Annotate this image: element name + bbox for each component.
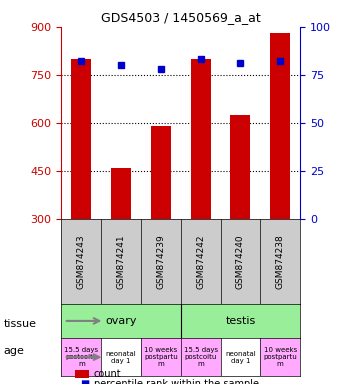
Bar	[71, 59, 91, 218]
Text: count: count	[94, 369, 121, 379]
FancyBboxPatch shape	[181, 338, 221, 376]
Text: GSM874242: GSM874242	[196, 234, 205, 288]
Text: GSM874240: GSM874240	[236, 234, 245, 288]
FancyBboxPatch shape	[141, 338, 181, 376]
Text: neonatal
day 1: neonatal day 1	[106, 351, 136, 364]
Text: 10 weeks
postpartu
m: 10 weeks postpartu m	[144, 347, 178, 367]
Text: 15.5 days
postcoitu
m: 15.5 days postcoitu m	[64, 347, 98, 367]
Text: neonatal
day 1: neonatal day 1	[225, 351, 256, 364]
Bar	[231, 115, 250, 218]
FancyBboxPatch shape	[101, 338, 141, 376]
Text: ovary: ovary	[105, 316, 137, 326]
Text: percentile rank within the sample: percentile rank within the sample	[94, 379, 259, 384]
Bar	[191, 59, 210, 218]
FancyBboxPatch shape	[221, 338, 260, 376]
FancyBboxPatch shape	[260, 338, 300, 376]
Text: GSM874239: GSM874239	[156, 234, 165, 289]
Text: testis: testis	[225, 316, 255, 326]
Bar	[111, 167, 131, 218]
Text: GSM874241: GSM874241	[117, 234, 125, 288]
Text: GSM874243: GSM874243	[77, 234, 86, 288]
FancyBboxPatch shape	[61, 338, 101, 376]
Text: GSM874238: GSM874238	[276, 234, 285, 289]
Text: age: age	[3, 346, 24, 356]
Bar	[151, 126, 171, 218]
Text: tissue: tissue	[3, 319, 36, 329]
Bar	[270, 33, 290, 218]
Text: ■: ■	[80, 379, 89, 384]
Title: GDS4503 / 1450569_a_at: GDS4503 / 1450569_a_at	[101, 11, 261, 24]
Text: 10 weeks
postpartu
m: 10 weeks postpartu m	[263, 347, 297, 367]
Text: 15.5 days
postcoitu
m: 15.5 days postcoitu m	[183, 347, 218, 367]
